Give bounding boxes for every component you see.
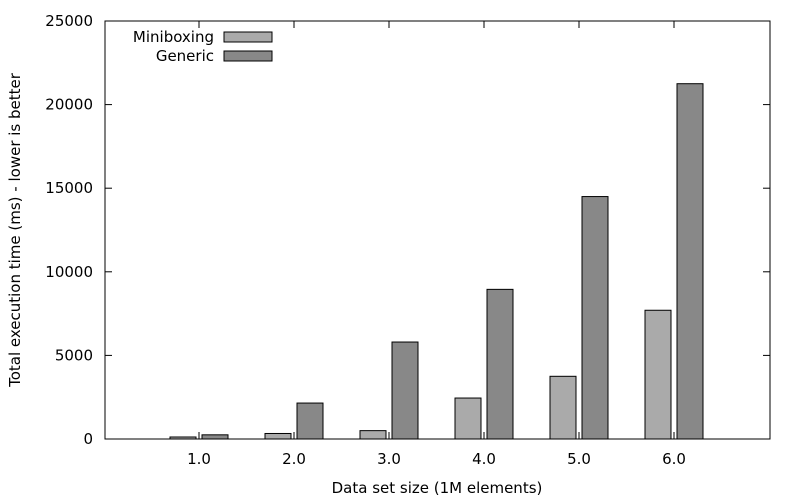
y-tick-label: 20000 [45, 96, 93, 114]
bar-miniboxing-1.0 [169, 436, 197, 440]
legend-swatch [223, 31, 273, 43]
x-tick-label: 6.0 [662, 450, 686, 468]
bar-miniboxing-6.0 [644, 309, 672, 440]
bar-miniboxing-2.0 [264, 432, 292, 440]
legend-label: Generic [156, 47, 214, 65]
x-tick-label: 1.0 [187, 450, 211, 468]
y-tick-label: 15000 [45, 179, 93, 197]
bar-generic-4.0 [486, 288, 514, 440]
bar-miniboxing-5.0 [549, 375, 577, 440]
y-tick-label: 10000 [45, 263, 93, 281]
bar-miniboxing-4.0 [454, 397, 482, 440]
y-axis-label: Total execution time (ms) - lower is bet… [6, 72, 24, 388]
y-tick-label: 5000 [55, 346, 93, 364]
x-tick-label: 4.0 [472, 450, 496, 468]
bar-generic-2.0 [296, 402, 324, 440]
axis-ticks: 0 5000 10000 15000 20000 25000 1.0 2.0 3.0 4.0 5.0… [45, 12, 770, 468]
x-tick-label: 5.0 [567, 450, 591, 468]
y-tick-label: 25000 [45, 12, 93, 30]
x-tick-label: 2.0 [282, 450, 306, 468]
y-tick-label: 0 [83, 430, 93, 448]
bar-generic-3.0 [391, 341, 419, 440]
bar-miniboxing-3.0 [359, 430, 387, 440]
x-tick-label: 3.0 [377, 450, 401, 468]
bar-generic-6.0 [676, 83, 704, 440]
legend-label: Miniboxing [133, 28, 214, 46]
plot-frame [104, 20, 771, 440]
legend-swatch [223, 50, 273, 62]
bar-generic-1.0 [201, 434, 229, 440]
bar-generic-5.0 [581, 196, 609, 440]
x-axis-label: Data set size (1M elements) [332, 479, 543, 497]
bars [169, 83, 704, 440]
